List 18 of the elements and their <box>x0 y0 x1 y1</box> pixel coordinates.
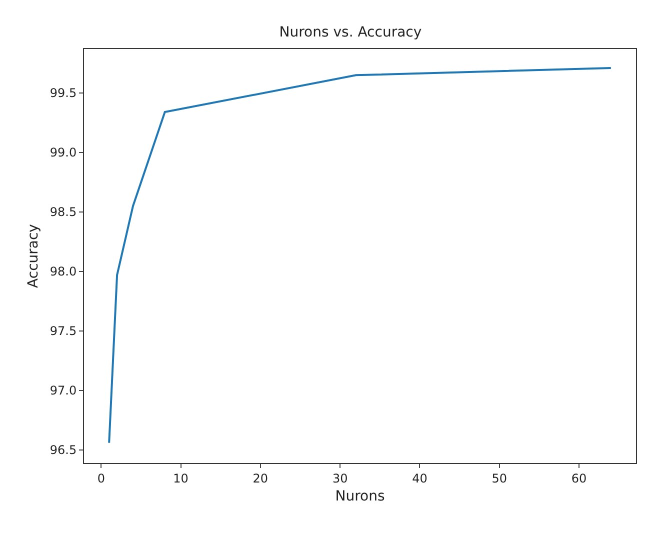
x-tick-label: 30 <box>332 471 348 486</box>
y-tick-label: 99.0 <box>50 146 77 160</box>
y-tick-label: 98.0 <box>50 264 77 279</box>
x-tick-label: 50 <box>492 471 508 486</box>
x-tick-label: 10 <box>173 471 188 486</box>
line-series <box>108 67 612 444</box>
y-tick-label: 97.5 <box>50 324 77 338</box>
x-tick-label: 40 <box>412 471 428 486</box>
x-axis-title: Nurons <box>335 488 385 505</box>
y-axis-title: Accuracy <box>25 224 42 288</box>
y-tick-label: 99.5 <box>50 86 77 100</box>
x-tick-label: 0 <box>97 471 105 486</box>
x-tick-label: 60 <box>571 471 587 486</box>
y-tick-label: 98.5 <box>50 205 77 220</box>
y-tick-label: 96.5 <box>50 443 77 458</box>
x-tick-label: 20 <box>252 471 268 486</box>
y-tick-label: 97.0 <box>50 384 77 398</box>
chart-title: Nurons vs. Accuracy <box>279 24 422 40</box>
